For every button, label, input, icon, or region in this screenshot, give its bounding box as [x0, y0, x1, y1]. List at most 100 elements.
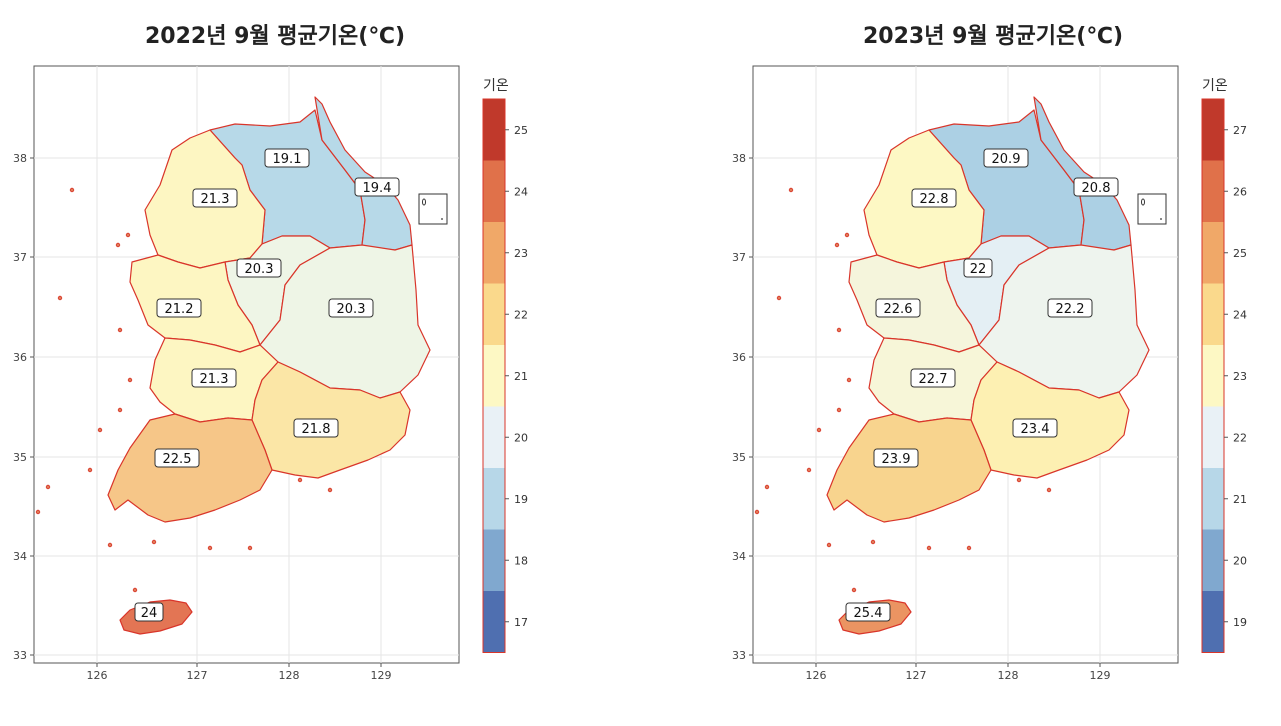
island — [97, 427, 103, 433]
region-label: 23.4 — [1021, 422, 1050, 437]
region-label: 20.9 — [992, 152, 1021, 167]
legend-swatch — [483, 99, 505, 161]
legend-tick-label: 19 — [1233, 616, 1247, 629]
legend-swatch — [1202, 406, 1224, 468]
island — [834, 242, 840, 248]
legend-tick-label: 22 — [514, 308, 528, 321]
island — [846, 377, 852, 383]
region-label: 21.2 — [165, 302, 194, 317]
legend-tick-label: 26 — [1233, 185, 1247, 198]
region-label: 21.8 — [302, 422, 331, 437]
x-tick-label: 129 — [1090, 669, 1111, 682]
island — [826, 542, 832, 548]
x-tick-label: 128 — [998, 669, 1019, 682]
island — [836, 407, 842, 413]
region-label-box — [134, 602, 164, 622]
y-tick-label: 34 — [732, 550, 746, 563]
region-label-box — [354, 177, 400, 197]
legend-tick-label: 22 — [1233, 431, 1247, 444]
legend-swatch — [483, 222, 505, 284]
island — [115, 242, 121, 248]
region-label: 21.3 — [201, 192, 230, 207]
region-label-box — [875, 298, 921, 318]
x-tick-label: 129 — [371, 669, 392, 682]
island — [1016, 477, 1022, 483]
region-label-box — [873, 448, 919, 468]
island — [297, 477, 303, 483]
legend-tick-label: 20 — [514, 431, 528, 444]
region-label-box — [191, 368, 237, 388]
y-tick-label: 36 — [13, 351, 27, 364]
region-label: 23.9 — [882, 452, 911, 467]
legend-tick-label: 17 — [514, 616, 528, 629]
island — [117, 407, 123, 413]
legend-swatch — [1202, 160, 1224, 222]
island — [132, 587, 138, 593]
map-svg: 126 127 128 129 38 37 36 35 34 33 19.1 19.4 21.3 20.3… — [13, 65, 528, 682]
island — [45, 484, 51, 490]
legend-swatch — [483, 529, 505, 591]
y-tick-label: 34 — [13, 550, 27, 563]
region-label: 21.3 — [200, 372, 229, 387]
island — [35, 509, 41, 515]
legend-swatch — [483, 406, 505, 468]
y-tick-label: 38 — [732, 152, 746, 165]
island — [57, 295, 63, 301]
y-tick-label: 35 — [732, 451, 746, 464]
region-label-box — [156, 298, 202, 318]
region-label-box — [236, 258, 282, 278]
legend-swatch — [483, 345, 505, 407]
island — [207, 545, 213, 551]
y-tick-label: 37 — [732, 251, 746, 264]
legend-swatch — [1202, 222, 1224, 284]
island — [127, 377, 133, 383]
legend-swatch — [1202, 591, 1224, 653]
legend-swatch — [483, 160, 505, 222]
legend-swatch — [483, 283, 505, 345]
y-tick-label: 38 — [13, 152, 27, 165]
island — [966, 545, 972, 551]
region-label: 25.4 — [854, 606, 883, 621]
region-label: 24 — [141, 606, 158, 621]
legend-tick-label: 21 — [1233, 493, 1247, 506]
legend-tick-label: 23 — [1233, 370, 1247, 383]
island — [87, 467, 93, 473]
inset-island — [1141, 198, 1145, 206]
y-tick-label: 36 — [732, 351, 746, 364]
island — [806, 467, 812, 473]
region-jeonnam — [826, 413, 992, 523]
y-tick-label: 37 — [13, 251, 27, 264]
region-label-box — [963, 258, 993, 278]
x-tick-label: 128 — [279, 669, 300, 682]
legend-tick-label: 25 — [1233, 247, 1247, 260]
legend-swatch — [1202, 468, 1224, 530]
region-label-box — [264, 148, 310, 168]
region-label-box — [845, 602, 891, 622]
island — [754, 509, 760, 515]
legend-title: 기온 — [483, 78, 509, 94]
legend-swatch — [483, 468, 505, 530]
island — [117, 327, 123, 333]
x-tick-label: 126 — [806, 669, 827, 682]
island — [851, 587, 857, 593]
y-tick-label: 33 — [732, 649, 746, 662]
x-tick-label: 127 — [906, 669, 927, 682]
region-label: 22.6 — [884, 302, 913, 317]
island — [776, 295, 782, 301]
legend-swatch — [1202, 99, 1224, 161]
region-label-box — [1073, 177, 1119, 197]
island — [870, 539, 876, 545]
inset-box — [1137, 193, 1167, 225]
region-label-box — [293, 418, 339, 438]
island — [836, 327, 842, 333]
y-tick-label: 35 — [13, 451, 27, 464]
island — [125, 232, 131, 238]
inset-island — [422, 198, 426, 206]
inset-box — [418, 193, 448, 225]
region-label: 22.5 — [163, 452, 192, 467]
region-label: 19.4 — [363, 181, 392, 196]
legend-swatch — [483, 591, 505, 653]
island — [247, 545, 253, 551]
island — [327, 487, 333, 493]
region-label-box — [910, 368, 956, 388]
